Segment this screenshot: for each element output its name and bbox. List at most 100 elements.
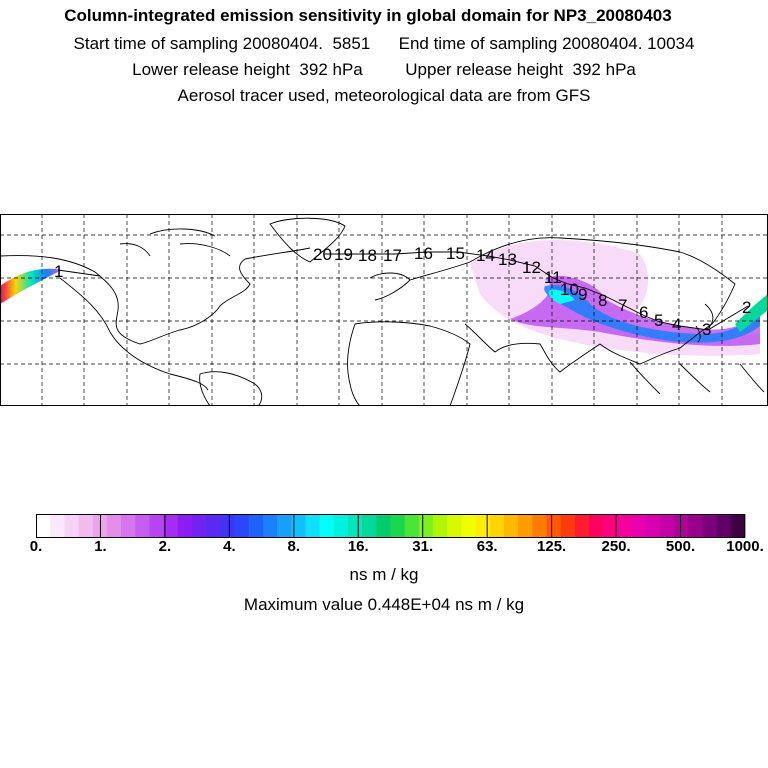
canadian-arctic-coast	[119, 228, 231, 257]
colorbar-swatch	[688, 514, 703, 538]
trajectory-label: 13	[498, 250, 517, 269]
colorbar-swatch	[702, 514, 718, 538]
southeast-asia-coast	[629, 361, 765, 395]
colorbar-units: ns m / kg	[349, 565, 419, 584]
colorbar-tick-label: 0.	[29, 538, 43, 555]
japan-coast	[695, 303, 714, 343]
plume-cyan	[548, 289, 575, 304]
trajectory-label: 17	[383, 246, 402, 265]
release-heights: Lower release height 392 hPa Upper relea…	[132, 60, 636, 79]
colorbar-swatch	[362, 514, 377, 538]
trajectory-label: 2	[742, 298, 751, 317]
colorbar-swatch	[730, 514, 746, 538]
colorbar-swatch	[433, 514, 448, 538]
colorbar-swatch	[50, 514, 65, 538]
colorbar-swatch	[390, 514, 406, 538]
trajectory-label: 16	[414, 244, 433, 263]
colorbar-swatch	[489, 514, 505, 538]
colorbar-swatch	[475, 514, 491, 538]
trajectory-label: 12	[522, 258, 541, 277]
colorbar-swatch	[64, 514, 79, 538]
trajectory-label: 6	[639, 303, 648, 322]
trajectory-label: 14	[476, 246, 495, 265]
plume-haze	[470, 240, 760, 356]
coastlines	[0, 217, 765, 406]
greenland-coast	[269, 217, 346, 263]
colorbar-swatch	[78, 514, 94, 538]
colorbar-swatch	[503, 514, 519, 538]
colorbar-swatch	[106, 514, 122, 538]
colorbar-swatch	[617, 514, 632, 538]
colorbar	[36, 514, 746, 538]
africa-coast	[347, 321, 471, 406]
colorbar-swatch	[404, 514, 420, 538]
graticule	[0, 214, 768, 406]
colorbar-tick-label: 1000.	[726, 538, 764, 555]
trajectory-label: 19	[334, 245, 353, 264]
colorbar-swatch	[248, 514, 264, 538]
colorbar-swatch	[716, 514, 732, 538]
colorbar-swatch	[674, 514, 689, 538]
trajectory-label: 11	[544, 268, 562, 287]
trajectory-label: 15	[446, 244, 465, 263]
trajectory-label: 1	[54, 262, 63, 281]
colorbar-swatch	[191, 514, 207, 538]
trajectory-label: 3	[702, 320, 711, 339]
colorbar-swatch	[418, 514, 434, 538]
tracer-info: Aerosol tracer used, meteorological data…	[177, 86, 591, 105]
colorbar-tick-label: 63.	[476, 538, 498, 555]
colorbar-swatch	[589, 514, 604, 538]
colorbar-swatch	[603, 514, 618, 538]
trajectory-line	[57, 251, 749, 331]
colorbar-swatch	[149, 514, 165, 538]
colorbar-tick-label: 1.	[94, 538, 107, 555]
pacific-tail	[0, 268, 62, 304]
colorbar-swatch	[36, 514, 51, 538]
colorbar-swatch	[163, 514, 179, 538]
sensitivity-plume	[0, 240, 768, 356]
colorbar-tick-label: 16.	[347, 538, 369, 555]
trajectory-label: 10	[560, 280, 579, 299]
colorbar-swatch	[135, 514, 150, 538]
south-america-coast	[199, 371, 263, 406]
colorbar-tick-label: 125.	[537, 538, 567, 555]
colorbar-tick-label: 250.	[601, 538, 631, 555]
trajectory-label: 20	[313, 245, 332, 264]
colorbar-swatch	[277, 514, 292, 538]
colorbar-swatch	[291, 514, 306, 538]
colorbar-swatch	[206, 514, 221, 538]
trajectory-label: 7	[618, 296, 627, 315]
colorbar-swatch	[574, 514, 590, 538]
colorbar-swatch	[262, 514, 278, 538]
map-frame	[0, 214, 768, 406]
eurasia-coast	[369, 237, 736, 373]
colorbar-swatch	[347, 514, 363, 538]
colorbar-frame	[36, 514, 745, 538]
colorbar-tick-label: 500.	[665, 538, 696, 555]
colorbar-swatch	[461, 514, 476, 538]
colorbar-tick-label: 31.	[412, 538, 434, 555]
colorbar-swatch	[121, 514, 136, 538]
colorbar-swatch	[447, 514, 462, 538]
sensitivity-map: 1 2 3 4 5 6 7 8 9 10 11 12 13 14 15 16 1…	[0, 214, 768, 406]
colorbar-swatch	[645, 514, 661, 538]
colorbar-tick-label: 8.	[287, 538, 301, 555]
plume-east-edge	[735, 294, 768, 332]
colorbar-swatch	[234, 514, 250, 538]
colorbar-tick-label: 4.	[223, 538, 236, 555]
sampling-times: Start time of sampling 20080404. 5851 En…	[73, 34, 695, 53]
colorbar-swatch	[319, 514, 335, 538]
colorbar-swatch	[518, 514, 533, 538]
trajectory-label: 18	[358, 246, 377, 265]
trajectory-label: 5	[654, 311, 663, 330]
trajectory-label: 8	[598, 291, 607, 310]
colorbar-swatch	[305, 514, 320, 538]
plume-core	[544, 285, 760, 343]
colorbar-swatch	[659, 514, 675, 538]
colorbar-swatch	[560, 514, 576, 538]
colorbar-swatch	[177, 514, 193, 538]
trajectory-label: 4	[672, 315, 681, 334]
trajectory-label: 9	[578, 285, 587, 304]
colorbar-swatch	[631, 514, 647, 538]
max-value-text: Maximum value 0.448E+04 ns m / kg	[243, 595, 525, 614]
